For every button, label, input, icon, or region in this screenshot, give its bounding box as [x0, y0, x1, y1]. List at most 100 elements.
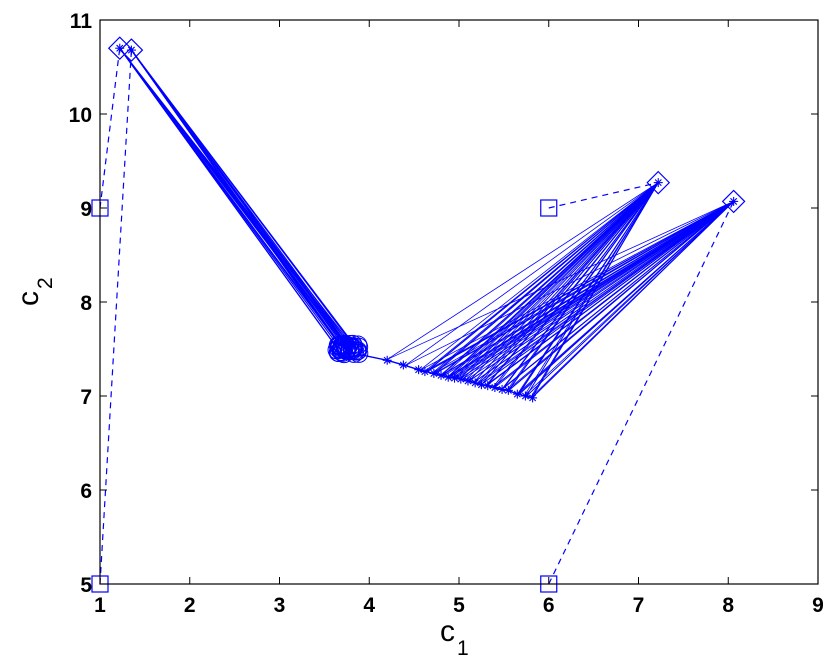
y-tick-label: 8	[80, 292, 92, 315]
diamond-marker	[721, 189, 746, 214]
asterisk-marker	[463, 376, 473, 386]
circle-marker	[333, 335, 353, 355]
y-tick-label: 9	[80, 198, 92, 221]
trajectory-line	[432, 182, 659, 375]
dashed-link	[99, 48, 121, 209]
asterisk-marker	[497, 384, 507, 394]
x-tick-label: 4	[363, 594, 375, 617]
trajectory-line	[448, 182, 659, 377]
circle-marker	[332, 342, 352, 362]
trajectory-line	[524, 182, 659, 396]
asterisk-marker	[528, 393, 538, 403]
circle-marker	[343, 334, 363, 354]
trajectory-line	[491, 182, 659, 389]
asterisk-marker	[470, 378, 480, 388]
trajectory-line	[424, 201, 734, 373]
trajectory-line	[517, 182, 659, 396]
asterisk-marker	[450, 373, 460, 383]
trajectory-line	[119, 47, 340, 352]
final-markers	[107, 36, 746, 214]
asterisk-marker	[520, 391, 530, 401]
trajectory-line	[418, 182, 659, 372]
x-tick-label: 5	[453, 594, 465, 617]
x-tick-labels: 1 2 3 4 5 6 7 8 9	[94, 594, 824, 617]
diamond-marker	[119, 38, 144, 62]
trajectory-line	[462, 182, 659, 380]
x-tick-label: 7	[633, 594, 645, 617]
circle-marker	[336, 340, 356, 360]
trajectory-line	[524, 201, 734, 396]
dashed-link	[548, 182, 659, 209]
trajectory-line	[462, 201, 734, 380]
trajectory-line	[508, 201, 734, 391]
trajectory-line	[469, 201, 734, 381]
trajectory-line	[518, 201, 734, 396]
asterisk-marker	[420, 367, 430, 377]
x-axis-label-subscript: 1	[457, 637, 469, 660]
square-marker	[540, 199, 558, 217]
trajectory-line	[119, 47, 346, 346]
asterisk-marker	[436, 370, 446, 380]
trajectory-line	[387, 359, 404, 366]
trajectory-line	[404, 182, 659, 367]
x-tick-label: 8	[722, 594, 734, 617]
x-tick-label: 1	[94, 594, 106, 617]
y-tick-label: 10	[69, 104, 92, 127]
diamond-marker	[107, 36, 132, 61]
y-axis-label-subscript: 2	[34, 277, 57, 289]
trajectory-line	[486, 201, 734, 385]
diamond-marker	[646, 170, 671, 195]
cluster-markers	[327, 334, 369, 364]
trajectory-line	[130, 49, 355, 346]
y-axis-label-main: c	[12, 291, 45, 306]
y-tick-label: 11	[70, 10, 93, 33]
trajectory-line	[119, 47, 356, 350]
asterisk-marker	[414, 365, 424, 375]
asterisk-marker	[490, 383, 500, 393]
asterisk-marker	[512, 389, 522, 399]
trajectory-line	[455, 182, 659, 380]
trajectory-line	[502, 201, 734, 389]
y-axis-label: c 2	[12, 277, 57, 306]
y-tick-label: 5	[80, 574, 92, 597]
asterisk-marker	[653, 178, 663, 188]
axis-ticks	[99, 19, 819, 585]
asterisk-marker	[382, 355, 392, 365]
initial-to-final-links	[99, 48, 735, 585]
trajectory-line	[473, 201, 734, 383]
asterisk-marker	[456, 374, 466, 384]
trajectory-line	[387, 182, 659, 360]
y-tick-labels: 5 6 7 8 9 10 11	[69, 10, 93, 597]
asterisk-marker	[476, 380, 486, 390]
trajectory-line	[465, 182, 659, 381]
trajectory-line	[530, 201, 734, 399]
asterisk-marker	[443, 372, 453, 382]
trajectories-to-right	[387, 182, 734, 399]
dashed-link	[99, 50, 133, 585]
plot-frame	[99, 19, 819, 585]
trajectory-line	[130, 49, 353, 352]
asterisk-marker	[729, 196, 739, 206]
trajectory-line	[469, 182, 659, 381]
asterisk-markers	[115, 43, 739, 403]
x-tick-label: 9	[812, 594, 824, 617]
trajectory-line	[502, 182, 659, 389]
trajectory-line	[481, 182, 659, 385]
trajectory-line	[458, 182, 659, 380]
asterisk-marker	[429, 368, 439, 378]
asterisk-marker	[503, 385, 513, 395]
trajectory-line	[530, 182, 659, 398]
circle-marker	[347, 341, 367, 361]
trajectory-line	[478, 182, 659, 384]
asterisk-marker	[398, 360, 408, 370]
x-axis-label-main: c	[440, 615, 455, 648]
y-tick-label: 7	[80, 386, 92, 409]
trajectory-line	[508, 182, 659, 391]
trajectory-line	[486, 182, 659, 385]
trajectory-line	[508, 389, 518, 395]
x-tick-label: 3	[274, 594, 286, 617]
trajectory-line	[473, 182, 659, 383]
x-axis-label: c	[440, 615, 455, 648]
x-tick-label: 2	[184, 594, 196, 617]
